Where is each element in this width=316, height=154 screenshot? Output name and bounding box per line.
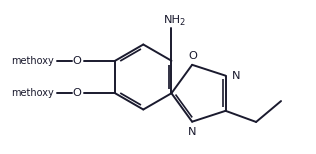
Text: methoxy: methoxy — [11, 56, 54, 66]
Text: methoxy: methoxy — [11, 88, 54, 98]
Text: O: O — [72, 56, 81, 66]
Text: 2: 2 — [179, 18, 185, 26]
Text: N: N — [188, 127, 196, 137]
Text: O: O — [72, 88, 81, 98]
Text: NH: NH — [164, 15, 181, 25]
Text: O: O — [189, 51, 198, 61]
Text: N: N — [232, 71, 240, 81]
